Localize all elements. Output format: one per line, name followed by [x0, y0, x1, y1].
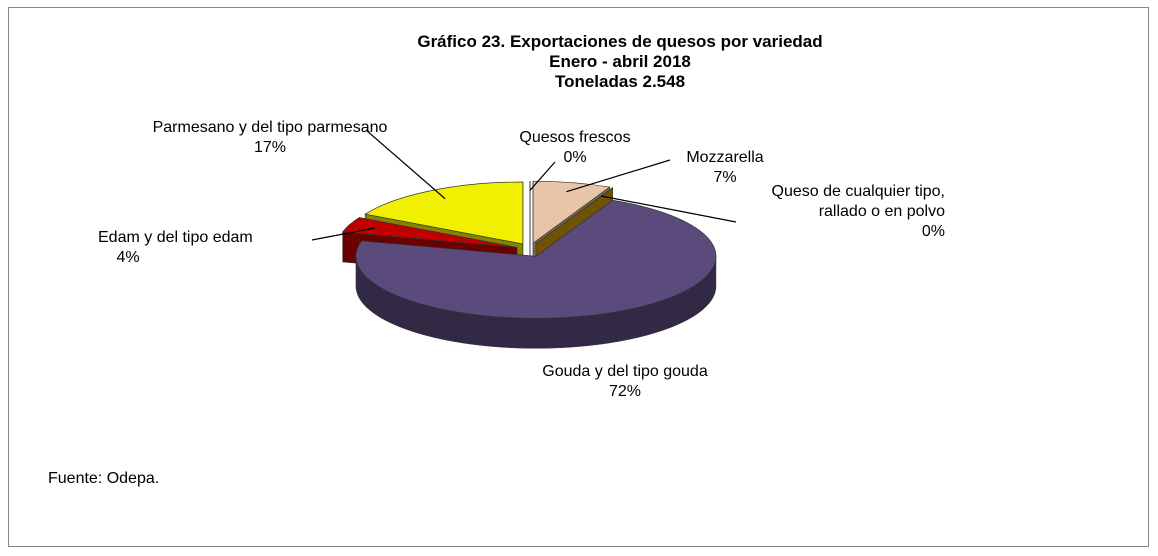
pie-label: Parmesano y del tipo parmesano 17% — [150, 118, 390, 158]
leader-line — [600, 195, 737, 223]
category-name: Edam y del tipo edam — [98, 229, 253, 246]
leader-line — [365, 129, 446, 200]
chart-title: Gráfico 23. Exportaciones de quesos por … — [417, 32, 823, 51]
value-label: 0% — [563, 149, 587, 166]
leader-line — [529, 161, 556, 191]
category-name: Queso de cualquier tipo, rallado o en po… — [771, 183, 945, 220]
slice-top — [535, 187, 613, 244]
value-label: 7% — [713, 169, 737, 186]
chart-subtitle: Toneladas 2.548 — [554, 72, 686, 91]
category-name: Mozzarella — [686, 149, 764, 166]
leader-line — [311, 227, 375, 241]
value-label: 0% — [921, 223, 945, 240]
pie-label: Mozzarella 7% — [655, 148, 795, 188]
slice-top — [355, 199, 717, 319]
leader-line — [566, 159, 671, 193]
category-name: Gouda y del tipo gouda — [542, 363, 708, 380]
category-name: Parmesano y del tipo parmesano — [152, 119, 388, 136]
slice-top — [364, 181, 524, 245]
pie-label: Quesos frescos 0% — [500, 128, 650, 168]
value-label: 72% — [608, 383, 642, 400]
category-name: Quesos frescos — [519, 129, 631, 146]
pie-slice — [355, 199, 717, 349]
source-note: Fuente: Odepa. — [48, 470, 160, 487]
slice-top — [341, 217, 518, 248]
value-label: 4% — [116, 249, 140, 266]
chart-frame — [8, 7, 1149, 547]
chart-subtitle: Enero - abril 2018 — [549, 52, 691, 71]
pie-label: Edam y del tipo edam 4% — [98, 228, 318, 268]
pie-label: Gouda y del tipo gouda 72% — [540, 362, 710, 402]
pie-label: Queso de cualquier tipo, rallado o en po… — [740, 182, 945, 242]
value-label: 17% — [253, 139, 287, 156]
slice-top — [532, 180, 611, 244]
